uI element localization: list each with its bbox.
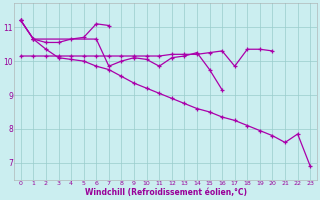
X-axis label: Windchill (Refroidissement éolien,°C): Windchill (Refroidissement éolien,°C) (84, 188, 246, 197)
